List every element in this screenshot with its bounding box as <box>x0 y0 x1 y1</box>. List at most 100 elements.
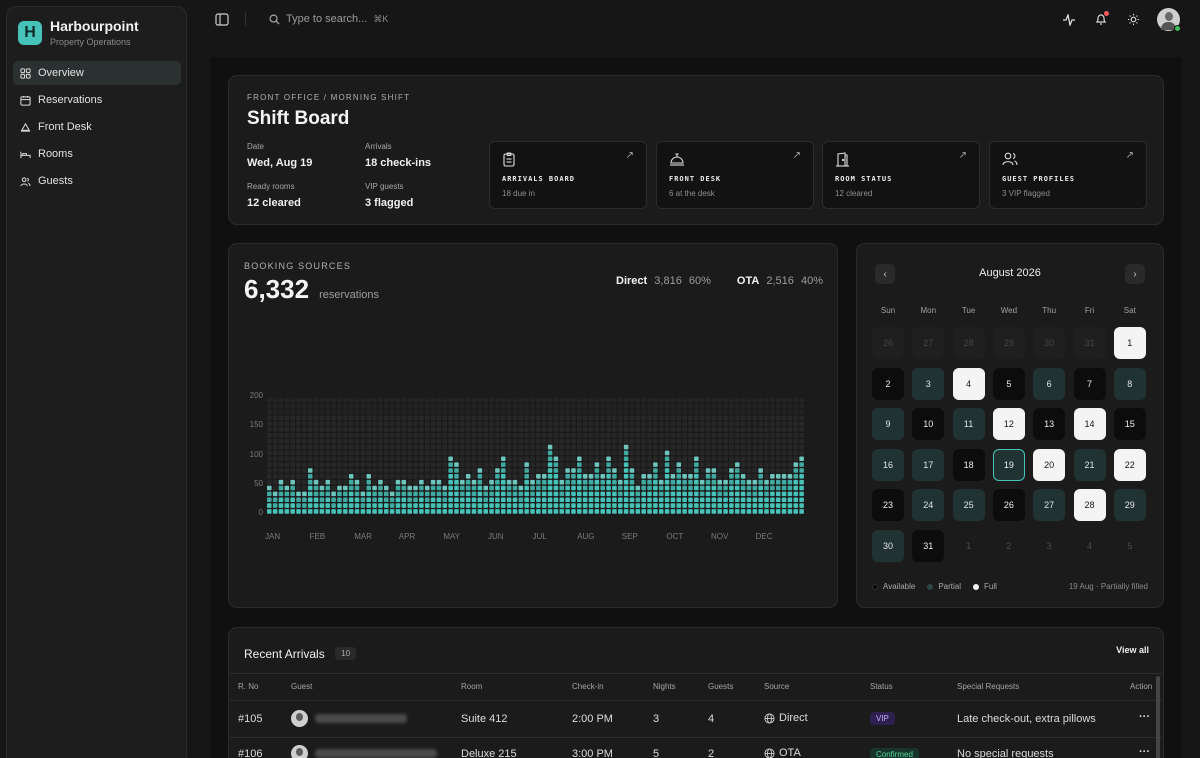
empty-cell <box>781 421 787 426</box>
tile-guest-profiles[interactable]: ↗ GUEST PROFILES 3 VIP flagged <box>989 141 1147 209</box>
bar-cell <box>354 479 360 485</box>
empty-cell <box>775 462 781 467</box>
empty-cell <box>307 433 313 438</box>
calendar-day[interactable]: 26 <box>992 489 1025 521</box>
calendar-day[interactable]: 30 <box>1033 327 1066 359</box>
calendar-day[interactable]: 13 <box>1033 408 1066 440</box>
row-action-button[interactable]: ··· <box>1139 746 1150 758</box>
sidebar-item-reservations[interactable]: Reservations <box>13 88 181 112</box>
bar-cell <box>389 497 395 502</box>
calendar-day[interactable]: 8 <box>1113 367 1146 400</box>
table-scrollbar[interactable] <box>1156 676 1160 758</box>
clipboard-icon <box>503 152 515 167</box>
calendar-day[interactable]: 6 <box>1033 367 1066 400</box>
empty-cell <box>512 433 518 438</box>
search-input[interactable]: Type to search... ⌘K <box>269 13 388 25</box>
bar-cell <box>389 491 395 497</box>
empty-cell <box>717 438 722 444</box>
calendar-day[interactable]: 2 <box>1006 540 1012 551</box>
calendar-day[interactable]: 24 <box>912 489 945 521</box>
sidebar-item-front-desk[interactable]: Front Desk <box>13 115 181 139</box>
calendar-day[interactable]: 3 <box>912 367 945 400</box>
empty-cell <box>343 479 348 485</box>
empty-cell <box>378 415 383 421</box>
calendar-day[interactable]: 25 <box>952 489 985 521</box>
calendar-day[interactable]: 31 <box>1073 327 1106 359</box>
empty-cell <box>348 433 354 438</box>
shift-kv-vip: VIP guests 3 flagged <box>365 182 413 209</box>
calendar-day[interactable]: 17 <box>912 448 945 481</box>
empty-cell <box>676 398 682 403</box>
sidebar-toggle-button[interactable] <box>215 13 229 31</box>
row-action-button[interactable]: ··· <box>1139 711 1150 723</box>
empty-cell <box>600 456 605 462</box>
brand[interactable]: H Harbourpoint Property Operations <box>18 18 139 48</box>
empty-cell <box>407 456 412 462</box>
calendar-day[interactable]: 11 <box>952 408 985 440</box>
calendar-day[interactable]: 30 <box>872 529 904 562</box>
calendar-day[interactable]: 4 <box>952 367 985 400</box>
calendar-day[interactable]: 28 <box>1073 489 1106 521</box>
empty-cell <box>723 421 728 426</box>
calendar-day[interactable]: 5 <box>992 367 1025 400</box>
bar-cell <box>384 503 389 508</box>
bar-cell <box>799 479 804 485</box>
calendar-day[interactable]: 19 <box>992 448 1025 481</box>
empty-cell <box>413 474 418 479</box>
calendar-day[interactable]: 23 <box>872 489 904 521</box>
notifications-button[interactable] <box>1093 10 1109 28</box>
calendar-day[interactable]: 28 <box>952 327 985 359</box>
calendar-day[interactable]: 26 <box>872 327 904 359</box>
calendar-day[interactable]: 29 <box>1113 489 1146 521</box>
tile-room-status[interactable]: ↗ ROOM STATUS 12 cleared <box>822 141 980 209</box>
calendar-day[interactable]: 1 <box>966 540 972 551</box>
empty-cell <box>594 409 600 415</box>
calendar-day[interactable]: 7 <box>1073 367 1106 400</box>
empty-cell <box>653 433 658 438</box>
calendar-day[interactable]: 5 <box>1127 540 1133 551</box>
calendar-day[interactable]: 10 <box>912 408 945 440</box>
calendar-day[interactable]: 16 <box>872 448 904 481</box>
activity-button[interactable] <box>1061 12 1077 28</box>
sidebar-item-guests[interactable]: Guests <box>13 169 181 193</box>
calendar-day[interactable]: 4 <box>1086 540 1092 551</box>
empty-cell <box>512 450 518 456</box>
theme-toggle-button[interactable] <box>1125 12 1141 28</box>
user-avatar[interactable] <box>1157 8 1181 32</box>
next-month-button[interactable]: › <box>1125 264 1145 284</box>
brand-name: Harbourpoint <box>50 18 139 34</box>
empty-cell <box>705 409 711 415</box>
calendar-day[interactable]: 18 <box>952 448 985 481</box>
calendar-day[interactable]: 20 <box>1033 448 1066 481</box>
bar-cell <box>770 491 775 497</box>
calendar-day[interactable]: 27 <box>1033 489 1066 521</box>
tile-front-desk[interactable]: ↗ FRONT DESK 6 at the desk <box>656 141 814 209</box>
empty-cell <box>290 398 295 403</box>
empty-cell <box>506 415 512 421</box>
sidebar-item-overview[interactable]: Overview <box>13 61 181 85</box>
empty-cell <box>758 450 763 456</box>
calendar-day[interactable]: 1 <box>1113 327 1146 359</box>
empty-cell <box>623 421 629 426</box>
view-all-button[interactable]: View all <box>1116 645 1149 655</box>
prev-month-button[interactable]: ‹ <box>875 264 895 284</box>
empty-cell <box>799 398 804 403</box>
calendar-day[interactable]: 9 <box>872 408 904 440</box>
calendar-day[interactable]: 15 <box>1113 408 1146 440</box>
sidebar-item-rooms[interactable]: Rooms <box>13 142 181 166</box>
calendar-day[interactable]: 29 <box>992 327 1025 359</box>
kv-value: 12 cleared <box>247 197 301 209</box>
empty-cell <box>740 403 746 409</box>
calendar-day[interactable]: 12 <box>992 408 1025 440</box>
calendar-day[interactable]: 2 <box>872 367 904 400</box>
calendar-day[interactable]: 14 <box>1073 408 1106 440</box>
calendar-day[interactable]: 3 <box>1046 540 1052 551</box>
bar-cell <box>559 503 565 508</box>
tile-arrivals-board[interactable]: ↗ ARRIVALS BOARD 18 due in <box>489 141 647 209</box>
calendar-day[interactable]: 27 <box>912 327 945 359</box>
calendar-day[interactable]: 31 <box>912 529 945 562</box>
empty-cell <box>401 450 407 456</box>
calendar-day[interactable]: 22 <box>1113 448 1146 481</box>
bar-cell <box>471 503 477 508</box>
calendar-day[interactable]: 21 <box>1073 448 1106 481</box>
